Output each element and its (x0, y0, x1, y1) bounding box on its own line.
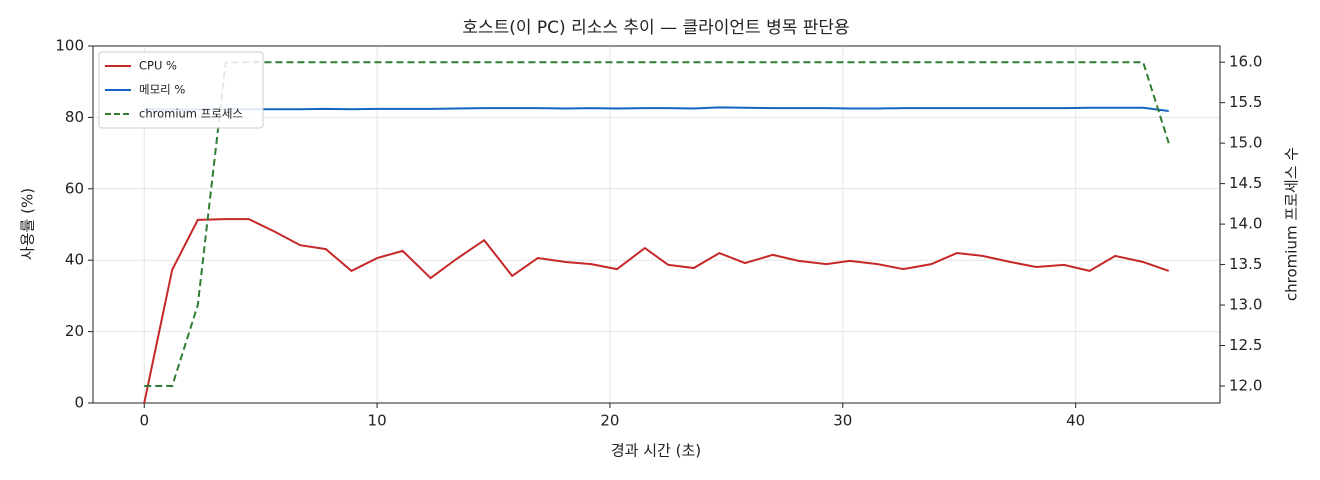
chart-title: 호스트(이 PC) 리소스 추이 — 클라이언트 병목 판단용 (462, 18, 849, 38)
y2-tick-label: 12.0 (1229, 377, 1262, 395)
y2-tick-label: 15.0 (1229, 134, 1262, 152)
y2-tick-label: 12.5 (1229, 336, 1262, 354)
series-line (144, 106, 1169, 112)
legend-label: CPU % (139, 59, 177, 73)
series-line (144, 61, 1170, 387)
x-tick-label: 30 (833, 412, 852, 430)
x-tick-label: 0 (139, 412, 149, 430)
y2-tick-label: 13.5 (1229, 255, 1262, 273)
y-tick-label: 40 (65, 251, 84, 269)
legend-label: 메모리 % (139, 83, 185, 97)
y2-tick-label: 15.5 (1229, 93, 1262, 111)
series-line (143, 218, 1170, 404)
y-tick-label: 20 (65, 322, 84, 340)
y2-tick-label: 13.0 (1229, 296, 1262, 314)
legend-label: chromium 프로세스 (139, 107, 243, 121)
x-tick-label: 40 (1066, 412, 1085, 430)
x-axis-label: 경과 시간 (초) (611, 442, 701, 460)
legend-box (98, 51, 264, 129)
x-tick-label: 10 (368, 412, 387, 430)
y2-tick-label: 14.0 (1229, 215, 1262, 233)
plot-frame (92, 45, 1221, 404)
y-tick-label: 100 (55, 37, 84, 55)
x-tick-label: 20 (600, 412, 619, 430)
y2-tick-label: 16.0 (1229, 53, 1262, 71)
y-axis-label: 사용률 (%) (19, 188, 37, 260)
y-tick-label: 80 (65, 108, 84, 126)
y2-axis-label: chromium 프로세스 수 (1283, 147, 1301, 301)
y-tick-label: 60 (65, 179, 84, 197)
y-tick-label: 0 (74, 394, 84, 412)
y2-tick-label: 14.5 (1229, 174, 1262, 192)
